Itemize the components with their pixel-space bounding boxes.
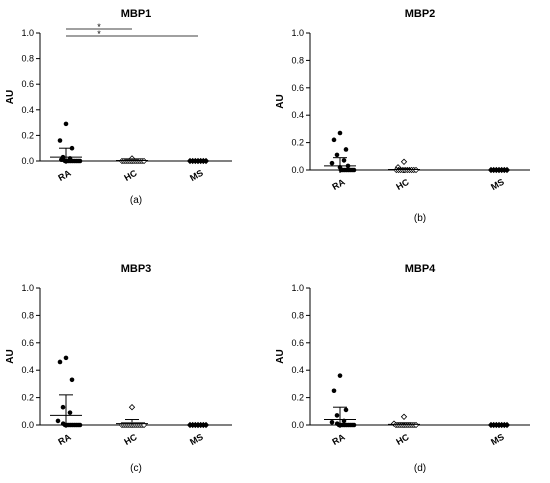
y-axis-label: AU: [275, 349, 286, 363]
y-tick-label: 0.0: [21, 156, 34, 166]
panel-label: (c): [130, 463, 142, 474]
y-tick-label: 0.8: [21, 54, 34, 64]
y-tick-label: 0.2: [291, 393, 304, 403]
y-tick-label: 1.0: [291, 283, 304, 293]
data-point-ra: [57, 138, 63, 143]
data-point-ra: [55, 418, 61, 424]
data-point-ra: [77, 158, 83, 164]
panel-mbp4: MBP4 0.0 0.2 0.4 0.6 0.8 1.0 AU RA HC MS (d): [275, 263, 530, 474]
data-point-ms: [503, 166, 511, 174]
y-tick-label: 0.2: [291, 138, 304, 148]
data-point-ra: [351, 422, 357, 428]
y-tick-label: 0.6: [291, 83, 304, 93]
y-tick-label: 0.4: [291, 365, 304, 375]
y-tick-label: 0.8: [291, 310, 304, 320]
data-point-ms: [503, 421, 511, 429]
panel-label: (d): [414, 463, 426, 474]
data-point-ms: [202, 421, 210, 429]
data-point-ra: [331, 388, 337, 394]
x-tick-label-ra: RA: [330, 432, 347, 447]
data-point-ra: [63, 121, 69, 127]
data-point-ra: [337, 373, 343, 378]
x-tick-label-ms: MS: [489, 432, 506, 447]
data-point-ra: [57, 359, 63, 365]
panel-label: (a): [130, 195, 142, 206]
y-tick-label: 0.4: [291, 110, 304, 120]
chart-title: MBP3: [121, 263, 152, 275]
y-tick-label: 0.2: [21, 393, 34, 403]
data-point-ra: [334, 413, 340, 418]
y-tick-label: 0.0: [291, 165, 304, 175]
x-tick-label-ms: MS: [188, 168, 205, 183]
data-point-ra: [67, 410, 73, 415]
y-axis-label: AU: [5, 349, 16, 363]
data-point-ra: [351, 167, 357, 173]
data-point-ra: [337, 130, 343, 136]
panel-mbp2: MBP2 0.0 0.2 0.4 0.6 0.8 1.0 AU RA HC MS (b): [275, 8, 530, 224]
y-tick-label: 0.2: [21, 130, 34, 140]
x-tick-label-hc: HC: [394, 432, 411, 447]
x-tick-label-ra: RA: [330, 177, 347, 192]
x-tick-label-ms: MS: [489, 177, 506, 192]
data-point-ms: [202, 157, 210, 165]
chart-title: MBP2: [405, 8, 436, 20]
y-tick-label: 1.0: [21, 28, 34, 38]
y-tick-label: 0.0: [21, 420, 34, 430]
x-tick-label-hc: HC: [394, 177, 411, 192]
y-tick-label: 1.0: [21, 283, 34, 293]
x-tick-label-hc: HC: [122, 168, 139, 183]
y-axis-label: AU: [275, 94, 286, 108]
data-point-ra: [334, 152, 340, 158]
y-axis-label: AU: [5, 90, 16, 104]
data-point-ra: [331, 137, 337, 143]
data-point-ra: [341, 158, 347, 163]
panel-mbp3: MBP3 0.0 0.2 0.4 0.6 0.8 1.0 AU RA HC MS (c): [5, 263, 232, 474]
data-point-hc: [400, 413, 408, 420]
significance-star: *: [97, 22, 101, 32]
x-tick-label-ra: RA: [56, 432, 73, 447]
data-point-ra: [343, 407, 349, 413]
data-point-ra: [343, 147, 349, 152]
y-tick-label: 0.6: [291, 338, 304, 348]
significance-star: *: [97, 29, 101, 39]
data-point-hc: [400, 158, 408, 165]
data-point-ra: [329, 419, 335, 425]
data-point-hc: [128, 404, 136, 411]
panel-mbp1: MBP1 0.0 0.2 0.4 0.6 0.8 1.0 AU RA HC MS ** (a): [5, 8, 232, 206]
y-tick-label: 0.6: [21, 338, 34, 348]
data-point-ra: [329, 160, 335, 166]
y-tick-label: 0.8: [21, 310, 34, 320]
y-tick-label: 0.0: [291, 420, 304, 430]
x-tick-label-hc: HC: [122, 432, 139, 447]
y-tick-label: 1.0: [291, 28, 304, 38]
panel-label: (b): [414, 213, 426, 224]
x-tick-label-ms: MS: [188, 432, 205, 447]
y-tick-label: 0.4: [21, 365, 34, 375]
x-tick-label-ra: RA: [56, 168, 73, 183]
chart-title: MBP1: [121, 8, 152, 20]
data-point-ra: [77, 422, 83, 428]
data-point-ra: [69, 377, 75, 383]
y-tick-label: 0.4: [21, 105, 34, 115]
y-tick-label: 0.8: [291, 55, 304, 65]
data-point-ra: [60, 404, 66, 410]
chart-title: MBP4: [405, 263, 436, 275]
data-point-ra: [63, 355, 69, 361]
y-tick-label: 0.6: [21, 79, 34, 89]
